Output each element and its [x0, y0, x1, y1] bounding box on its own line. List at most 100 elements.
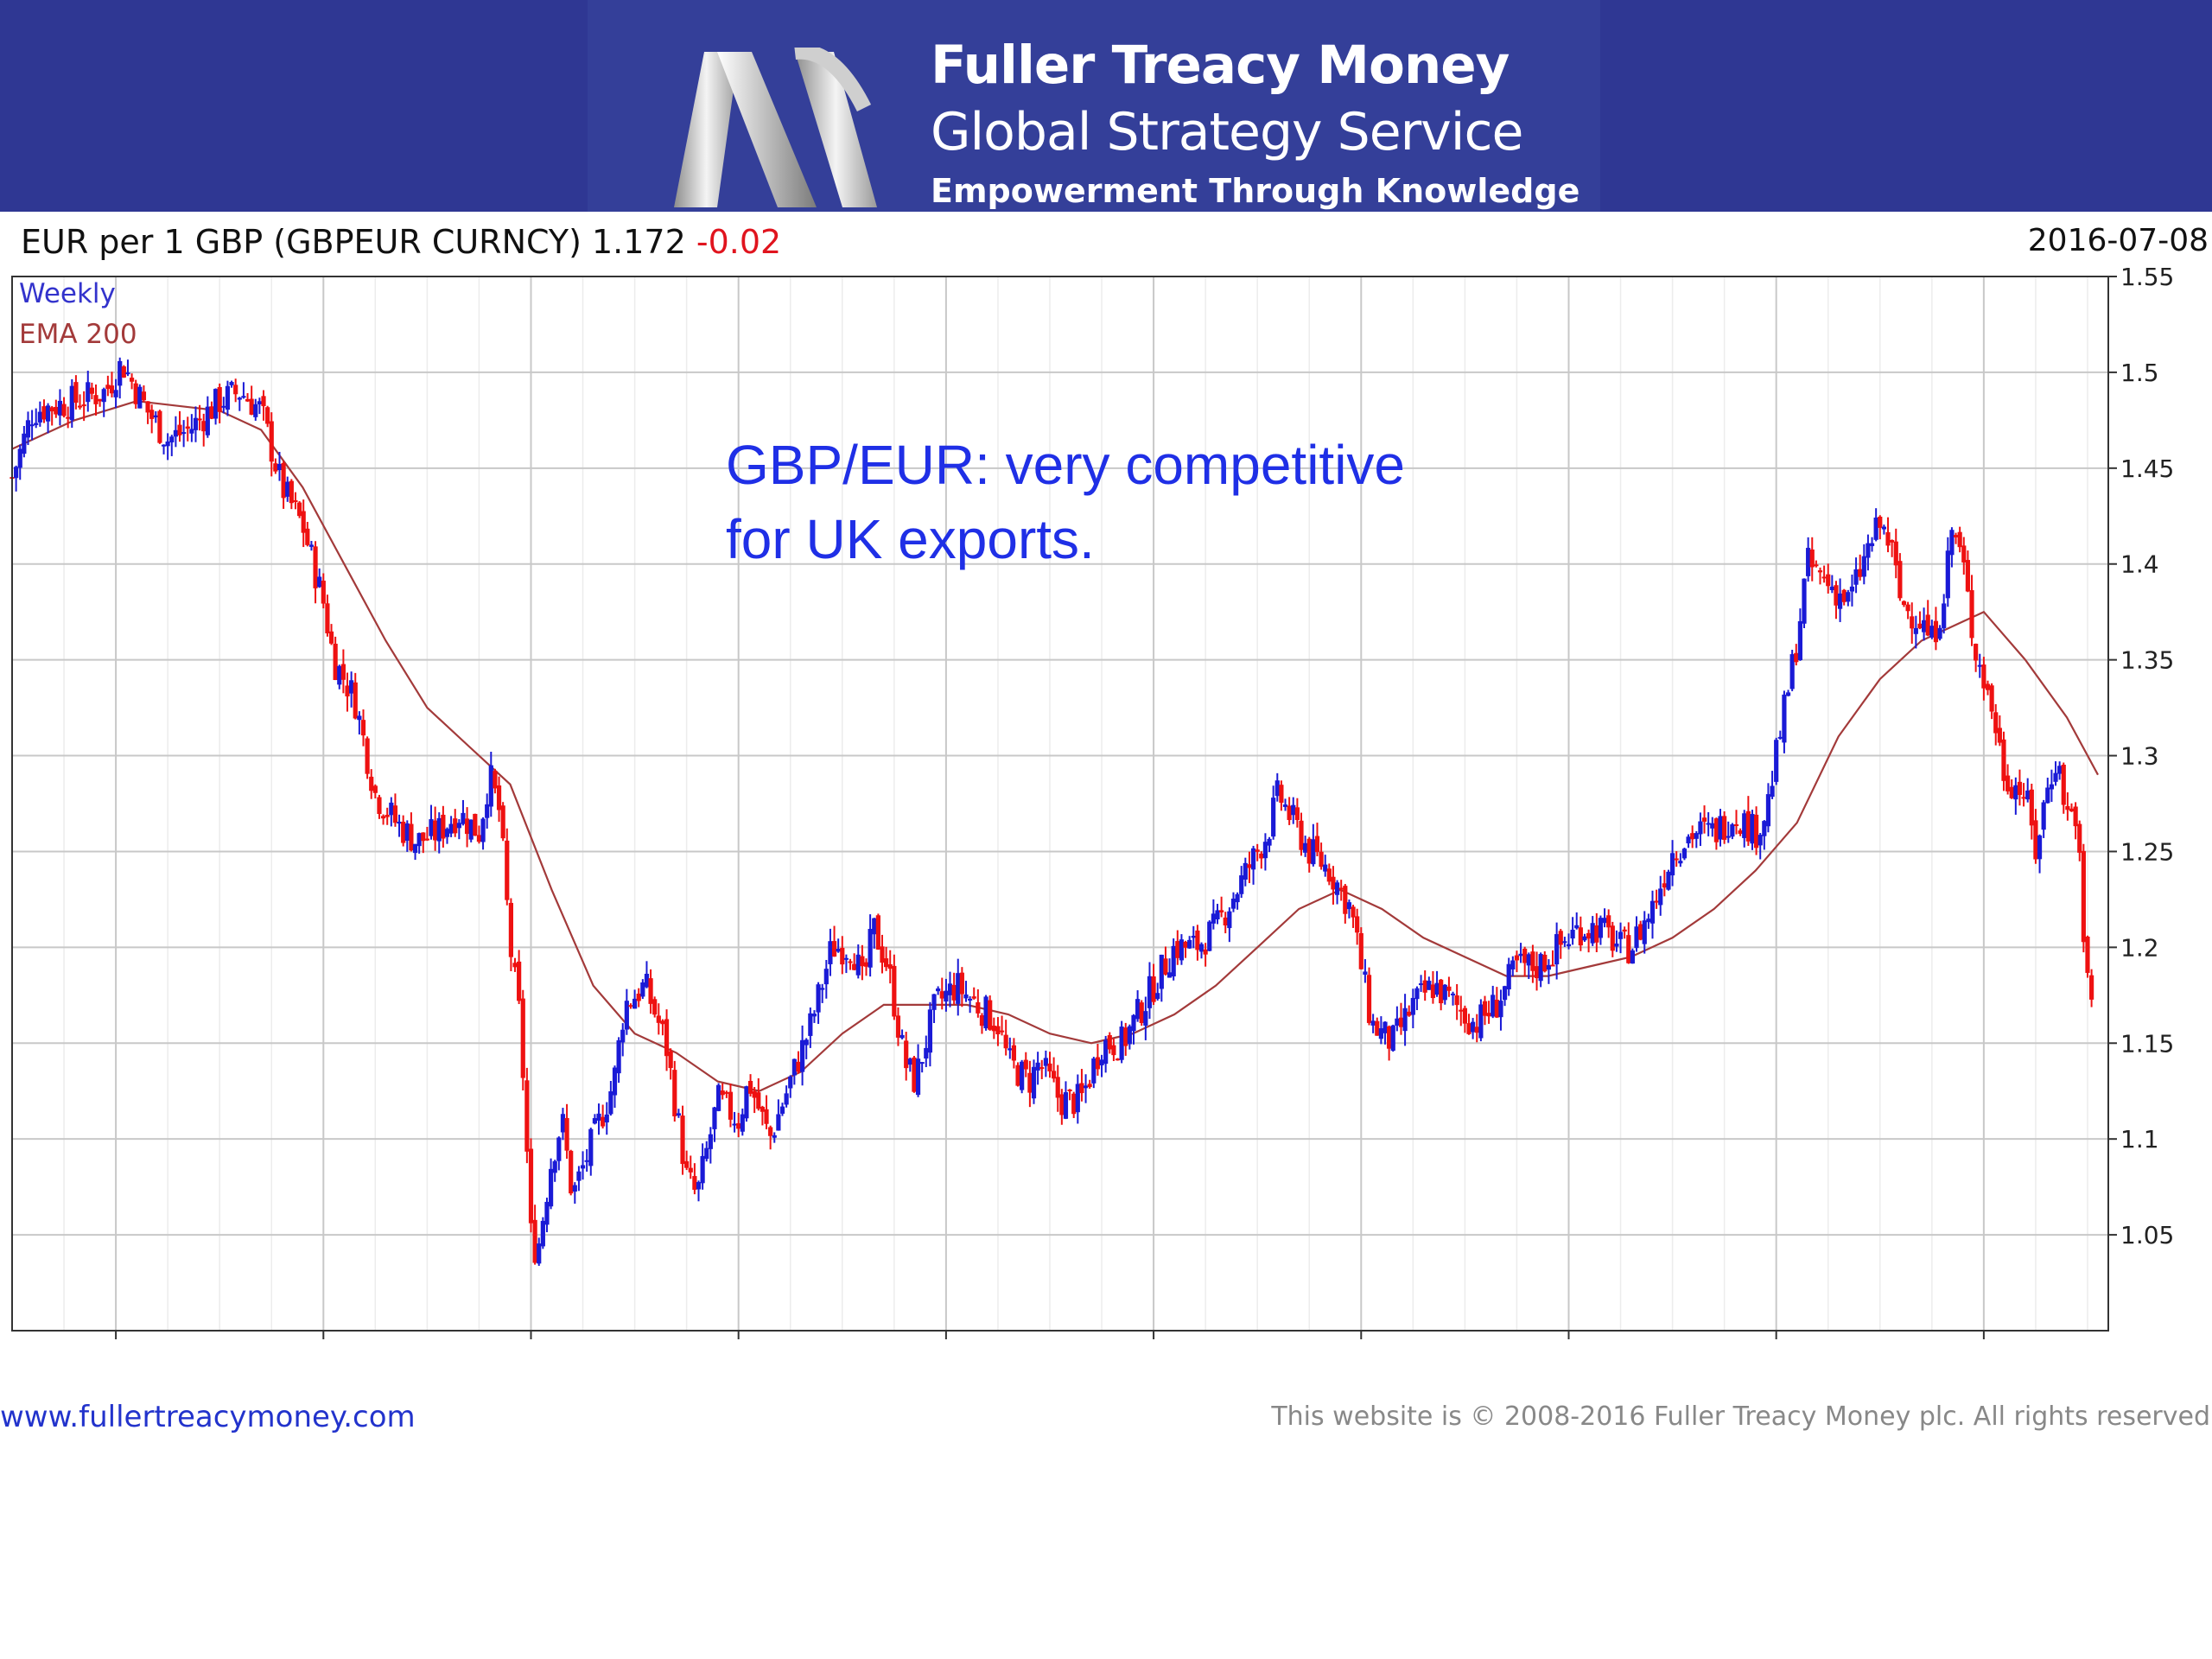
- weekly-bar: [1885, 531, 1891, 546]
- weekly-bar: [1366, 975, 1372, 1023]
- weekly-bar: [1642, 920, 1647, 944]
- weekly-bar: [1750, 814, 1755, 844]
- weekly-bar: [668, 1051, 673, 1069]
- weekly-bar: [1007, 1048, 1013, 1051]
- weekly-bar: [788, 1076, 793, 1089]
- weekly-bar: [1841, 589, 1847, 602]
- weekly-bar: [636, 993, 641, 1001]
- weekly-bar: [1471, 1021, 1476, 1033]
- y-tick-label: 1.3: [2120, 742, 2159, 771]
- weekly-bar: [1681, 849, 1688, 859]
- weekly-bar: [915, 1058, 921, 1096]
- weekly-bar: [1135, 999, 1141, 1020]
- weekly-bar: [840, 947, 845, 965]
- ema-layer: [11, 400, 2099, 1092]
- weekly-bar: [22, 433, 27, 454]
- weekly-bar: [1474, 1027, 1479, 1033]
- weekly-bar: [1063, 1092, 1069, 1119]
- weekly-bar: [313, 546, 318, 588]
- weekly-bar: [939, 991, 944, 999]
- weekly-bar: [1442, 984, 1447, 1001]
- weekly-bar: [524, 1080, 530, 1152]
- weekly-bar: [14, 467, 19, 479]
- weekly-bar: [684, 1160, 690, 1168]
- weekly-bar: [528, 1148, 534, 1224]
- weekly-bar: [485, 804, 490, 818]
- weekly-bar: [843, 957, 849, 960]
- weekly-bar: [189, 429, 194, 434]
- weekly-bar: [517, 961, 522, 1001]
- weekly-bar: [632, 998, 638, 1009]
- weekly-bar: [133, 383, 138, 404]
- weekly-bar: [141, 391, 147, 401]
- weekly-bar: [360, 720, 366, 736]
- weekly-bar: [1418, 983, 1424, 986]
- plot-frame: [11, 276, 2109, 1332]
- weekly-bar: [412, 843, 418, 854]
- weekly-bar: [86, 382, 91, 403]
- weekly-bar: [1770, 785, 1775, 798]
- weekly-bar: [584, 1160, 589, 1162]
- x-tick-label: 2007: [85, 1346, 146, 1348]
- weekly-bar: [193, 417, 199, 430]
- weekly-bar: [441, 814, 446, 839]
- weekly-bar: [1774, 740, 1779, 782]
- weekly-bar: [1430, 984, 1436, 999]
- weekly-bar: [333, 643, 338, 681]
- weekly-bar: [1482, 1001, 1488, 1016]
- weekly-bar: [1666, 871, 1671, 890]
- instrument-label: EUR per 1 GBP (GBPEUR CURNCY) 1.172: [21, 223, 686, 261]
- weekly-bar: [456, 823, 461, 829]
- weekly-bar: [1215, 910, 1220, 919]
- weekly-bar: [1378, 1028, 1383, 1039]
- weekly-bar: [2088, 975, 2094, 1000]
- weekly-bar: [951, 984, 957, 1001]
- weekly-bar: [1198, 944, 1205, 952]
- footer-website-link[interactable]: www.fullertreacymoney.com: [0, 1400, 416, 1434]
- weekly-bar: [389, 802, 394, 816]
- weekly-bar: [1893, 541, 1898, 566]
- weekly-bar: [1498, 1001, 1503, 1018]
- weekly-bar: [1853, 569, 1859, 585]
- weekly-bar: [2073, 806, 2078, 827]
- weekly-bar: [1187, 939, 1192, 949]
- weekly-bar: [732, 1123, 737, 1126]
- legend-weekly: Weekly: [19, 278, 116, 309]
- weekly-bar: [1255, 849, 1260, 852]
- weekly-bar: [1262, 842, 1268, 859]
- weekly-bar: [1742, 813, 1747, 838]
- weekly-bar: [887, 963, 893, 969]
- weekly-bar: [2065, 805, 2070, 810]
- weekly-bar: [276, 463, 283, 471]
- weekly-bar: [1574, 925, 1580, 929]
- weekly-bar: [2057, 766, 2063, 774]
- weekly-bar: [1023, 1059, 1028, 1070]
- weekly-bar: [448, 823, 454, 834]
- weekly-bar: [1039, 1067, 1045, 1070]
- weekly-bar: [2085, 936, 2090, 973]
- weekly-bar: [2013, 785, 2018, 800]
- weekly-bar: [560, 1114, 566, 1133]
- weekly-bar: [601, 1116, 606, 1127]
- weekly-bar: [919, 1062, 925, 1065]
- weekly-bar: [680, 1116, 685, 1165]
- ftm-ribbon-m-logo-icon: [674, 48, 877, 207]
- weekly-bar: [1546, 964, 1551, 970]
- weekly-bar: [328, 631, 334, 644]
- weekly-bar: [1052, 1071, 1057, 1079]
- weekly-bar: [225, 385, 231, 410]
- weekly-bar: [1706, 823, 1711, 825]
- weekly-bar: [620, 1029, 626, 1043]
- weekly-bar: [1163, 958, 1168, 975]
- weekly-bar: [121, 366, 126, 378]
- weekly-bar: [1287, 805, 1292, 821]
- weekly-bar: [1662, 883, 1667, 888]
- weekly-bar: [1542, 954, 1548, 972]
- weekly-bar: [1570, 929, 1575, 939]
- weekly-bar: [548, 1168, 554, 1207]
- weekly-bar: [1949, 530, 1955, 556]
- weekly-bar: [1993, 712, 1999, 734]
- weekly-bar: [804, 1039, 809, 1046]
- weekly-bar: [696, 1182, 702, 1190]
- weekly-bar: [868, 929, 873, 968]
